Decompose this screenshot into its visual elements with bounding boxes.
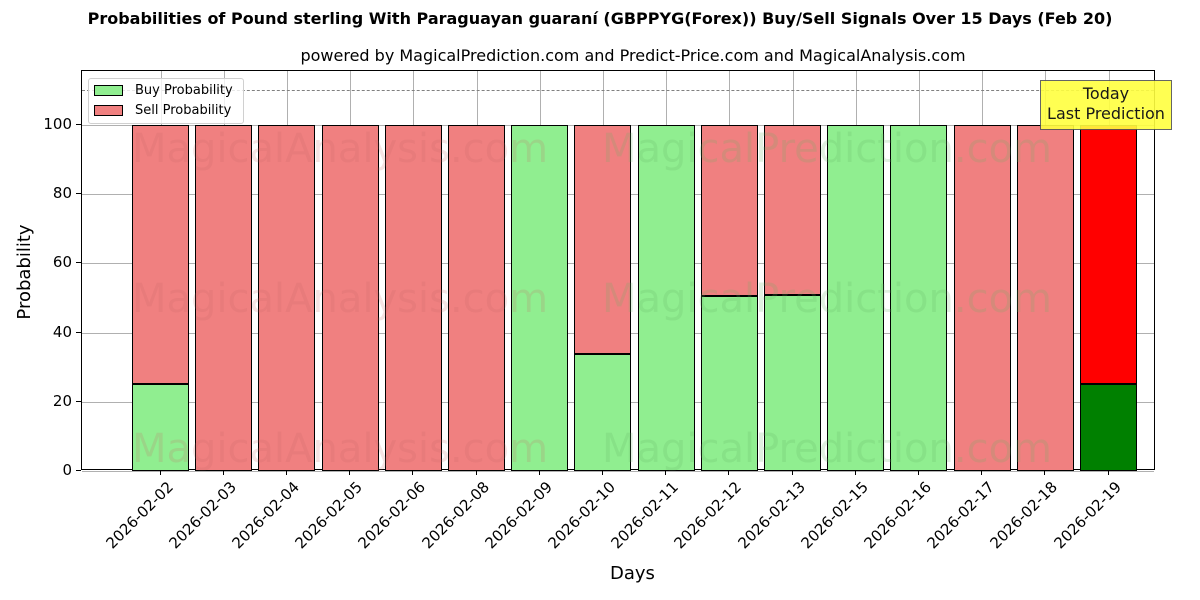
bar-buy [1080, 384, 1137, 471]
x-tick [1107, 470, 1109, 475]
x-tick [665, 470, 667, 475]
x-tick [285, 470, 287, 475]
x-tick-label: 2026-02-02 [102, 478, 177, 553]
bar-sell [1080, 125, 1137, 385]
y-tick [76, 331, 81, 333]
bar-buy [890, 125, 948, 471]
chart-subtitle: powered by MagicalPrediction.com and Pre… [300, 46, 966, 65]
x-tick-label: 2026-02-19 [1050, 478, 1125, 553]
x-axis-title: Days [610, 563, 655, 584]
bar-buy [574, 354, 632, 471]
today-annotation: Today Last Prediction [1040, 80, 1172, 130]
x-tick [728, 470, 730, 475]
legend-item-sell: Sell Probability [94, 103, 231, 118]
bar-buy [637, 125, 695, 471]
x-tick [538, 470, 540, 475]
y-tick [76, 124, 81, 125]
x-tick [159, 470, 161, 475]
bar-buy [132, 384, 189, 471]
gridline-y [82, 471, 1154, 472]
x-tick [791, 470, 793, 475]
x-tick-label: 2026-02-11 [607, 478, 683, 553]
y-tick-label: 80 [52, 184, 72, 203]
x-tick-label: 2026-02-13 [734, 478, 809, 553]
x-tick [1044, 470, 1046, 475]
y-tick-label: 0 [62, 461, 72, 479]
x-tick-label: 2026-02-03 [165, 478, 240, 553]
x-tick-label: 2026-02-16 [860, 478, 935, 553]
legend: Buy Probability Sell Probability [88, 78, 244, 124]
y-tick-label: 40 [52, 322, 72, 341]
chart-title: Probabilities of Pound sterling With Par… [87, 9, 1113, 28]
x-tick-label: 2026-02-09 [481, 478, 556, 553]
x-tick [854, 470, 856, 475]
y-tick [76, 400, 81, 402]
y-tick-label: 60 [52, 253, 72, 272]
legend-item-buy: Buy Probability [94, 83, 233, 98]
x-tick-label: 2026-02-04 [228, 478, 303, 553]
plot-area: MagicalAnalysis.comMagicalPrediction.com… [81, 70, 1155, 472]
annotation-line-1: Today [1082, 84, 1130, 103]
x-tick-label: 2026-02-12 [670, 478, 746, 553]
x-tick [222, 470, 224, 475]
y-axis-title: Probability [14, 224, 35, 320]
y-tick-label: 20 [52, 391, 72, 410]
x-tick-label: 2026-02-08 [418, 478, 493, 553]
x-tick-label: 2026-02-18 [986, 478, 1062, 553]
x-tick-label: 2026-02-05 [291, 478, 367, 553]
sell-swatch-icon [94, 105, 123, 116]
x-tick [601, 470, 603, 475]
bar-buy [700, 295, 758, 471]
bar-buy [511, 125, 569, 471]
bar-sell [384, 125, 442, 471]
bar-sell [953, 125, 1011, 471]
bar-sell [700, 125, 758, 296]
x-tick-label: 2026-02-17 [923, 478, 999, 553]
reference-line [82, 90, 1154, 92]
bar-sell [574, 125, 632, 355]
bar-buy [827, 125, 885, 471]
x-tick [917, 470, 919, 475]
x-tick-label: 2026-02-10 [544, 478, 619, 553]
x-tick [981, 470, 983, 475]
bar-sell [764, 125, 821, 295]
y-tick [76, 470, 81, 471]
y-tick [76, 193, 81, 195]
legend-label-sell: Sell Probability [135, 103, 232, 118]
buy-swatch-icon [94, 85, 123, 96]
x-tick [412, 470, 414, 475]
x-tick [349, 470, 351, 475]
x-tick-label: 2026-02-15 [797, 478, 872, 553]
annotation-line-2: Last Prediction [1047, 104, 1165, 123]
y-tick-label: 100 [43, 115, 72, 133]
bar-sell [321, 125, 379, 471]
bar-sell [258, 125, 316, 471]
bar-sell [1016, 125, 1074, 471]
bar-sell [448, 125, 505, 471]
x-tick [475, 470, 477, 475]
legend-label-buy: Buy Probability [135, 83, 233, 98]
x-tick-label: 2026-02-06 [354, 478, 430, 553]
y-tick [76, 262, 81, 264]
bar-buy [764, 294, 821, 471]
bar-sell [132, 125, 189, 385]
bar-sell [195, 125, 253, 471]
